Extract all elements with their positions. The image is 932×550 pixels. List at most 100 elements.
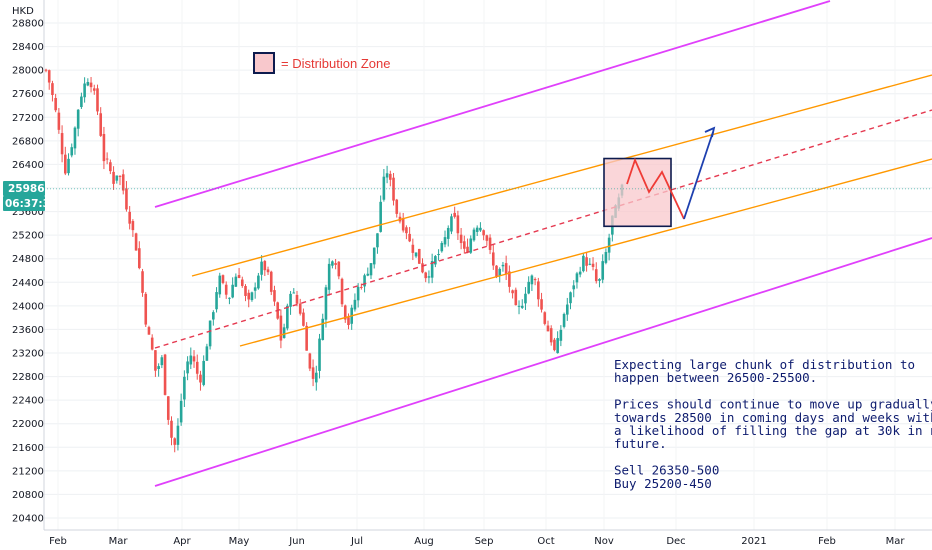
candle-body [302, 312, 305, 326]
candle-body [559, 329, 563, 341]
candle-body [166, 396, 170, 420]
candle-body [109, 162, 112, 172]
candle-body [125, 188, 128, 210]
candle-body [247, 292, 251, 300]
y-tick-label: 21200 [12, 466, 44, 477]
candle-body [498, 268, 502, 276]
candle-body [340, 278, 344, 305]
candle-body [385, 173, 389, 178]
candle-body [134, 233, 138, 251]
candle-body [524, 293, 527, 304]
candle-body [347, 317, 350, 326]
candle-body [47, 70, 51, 83]
candle-body [459, 234, 463, 244]
candle-body [363, 275, 366, 287]
candle-body [405, 227, 408, 234]
candle-body [266, 269, 270, 273]
y-tick-label: 26800 [12, 136, 44, 147]
candle-body [437, 254, 440, 256]
last-price-badge [3, 181, 45, 196]
x-tick-label: Dec [666, 536, 685, 547]
candle-body [289, 293, 292, 307]
candle-body [331, 261, 334, 266]
candle-body [144, 293, 148, 325]
last-price-tag[interactable]: 25986 06:37:35 [3, 181, 57, 211]
inner-upper-channel-line [191, 74, 932, 277]
candle-body [408, 233, 411, 242]
candle-body [372, 247, 376, 265]
candle-body [556, 338, 559, 354]
candle-body [369, 263, 373, 276]
candle-body [479, 227, 482, 231]
candle-body [553, 339, 556, 351]
candle-body [260, 261, 263, 275]
candle-body [54, 98, 57, 111]
countdown-value: 06:37:35 [5, 198, 57, 210]
candle-body [282, 327, 286, 338]
candle-body [392, 177, 395, 201]
candle-body [141, 271, 144, 293]
x-tick-label: May [229, 536, 250, 547]
channel-midline [154, 109, 932, 349]
candle-body [44, 69, 48, 71]
candle-body [199, 374, 202, 383]
legend-swatch [253, 52, 275, 74]
x-tick-label: Sep [475, 536, 494, 547]
y-tick-label: 21600 [12, 443, 44, 454]
note-line: Prices should continue to move up gradua… [614, 397, 932, 412]
y-tick-label: 28400 [12, 42, 44, 53]
candle-body [218, 275, 222, 295]
candle-body [453, 212, 456, 217]
candle-body [154, 350, 157, 371]
candle-body [183, 376, 186, 400]
candle-body [318, 338, 321, 371]
candle-body [96, 88, 99, 112]
candle-body [292, 292, 296, 294]
x-tick-label: 2021 [741, 536, 766, 547]
candle-body [537, 281, 540, 300]
candle-body [147, 327, 151, 335]
candle-body [76, 109, 80, 129]
candle-body [86, 81, 90, 86]
candle-body [594, 269, 598, 282]
note-line: happen between 26500-25500. [614, 370, 817, 385]
candle-body [382, 176, 386, 200]
candle-body [240, 279, 244, 286]
candle-body [353, 299, 357, 310]
candle-body [572, 285, 576, 290]
distribution-zone [603, 157, 672, 228]
candle-body [466, 246, 469, 253]
candle-body [543, 312, 547, 324]
candle-body [64, 154, 67, 174]
candle-body [601, 261, 604, 280]
candle-body [131, 221, 135, 231]
candle-body [57, 112, 61, 130]
candle-body [89, 82, 93, 88]
candle-body [179, 400, 183, 423]
candle-body [212, 312, 215, 320]
candle-body [83, 83, 86, 98]
candle-body [160, 357, 164, 366]
candle-body [279, 315, 283, 341]
candle-body [173, 438, 177, 445]
candle-body [450, 216, 453, 232]
grid [44, 0, 932, 530]
candle-body [456, 215, 460, 234]
candle-body [514, 289, 518, 306]
candle-body [360, 286, 363, 288]
candle-body [575, 273, 579, 283]
candle-body [128, 211, 131, 224]
x-tick-label: Mar [886, 536, 906, 547]
candle-body [253, 287, 257, 291]
candle-body [221, 275, 225, 283]
y-tick-label: 24000 [12, 301, 44, 312]
y-tick-label: 23600 [12, 325, 44, 336]
candle-body [305, 325, 308, 351]
forecast-arrowhead [704, 126, 716, 138]
candle-body [578, 271, 582, 275]
candle-body [51, 83, 54, 96]
candle-body [176, 425, 180, 445]
